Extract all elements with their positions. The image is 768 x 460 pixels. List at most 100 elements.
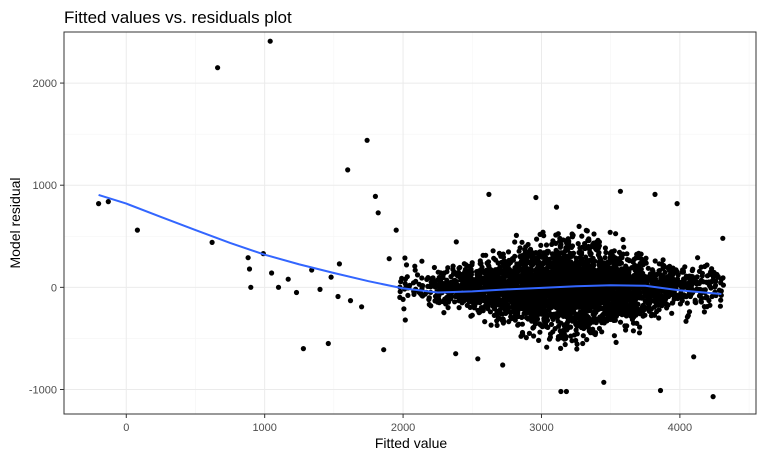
data-point [530, 280, 536, 286]
data-point [636, 251, 642, 257]
data-point [512, 239, 518, 245]
data-point [502, 278, 508, 284]
data-point [576, 223, 582, 229]
data-point [441, 310, 447, 316]
data-point [484, 294, 490, 300]
data-point [412, 263, 418, 269]
data-point [448, 279, 454, 285]
data-point [699, 273, 705, 279]
data-point [450, 266, 456, 273]
data-point [480, 294, 486, 300]
data-point [599, 259, 605, 265]
data-point [687, 293, 694, 300]
data-point [538, 242, 544, 248]
data-point [573, 337, 579, 344]
data-point [643, 292, 649, 298]
data-point [609, 289, 615, 295]
data-point [335, 293, 341, 300]
data-point [267, 38, 273, 44]
data-point [634, 320, 640, 326]
data-point [707, 283, 713, 289]
data-point [622, 292, 629, 298]
data-point [513, 291, 519, 297]
data-point [402, 276, 408, 282]
data-point [502, 306, 508, 312]
data-point [686, 273, 692, 279]
data-point [522, 247, 528, 253]
data-point [515, 322, 521, 328]
data-point [517, 278, 524, 284]
data-point [500, 362, 506, 368]
data-point [325, 340, 331, 347]
y-axis-ticks: -1000 0 1000 2000 [29, 78, 64, 396]
data-point [402, 317, 408, 323]
data-point [620, 236, 626, 243]
data-point [536, 250, 542, 256]
data-point [584, 228, 590, 234]
data-point [483, 252, 489, 258]
data-point [562, 341, 568, 348]
scatter-points [96, 38, 727, 400]
data-point [410, 280, 417, 286]
data-point [616, 256, 622, 262]
data-point [564, 254, 570, 261]
data-point [411, 291, 417, 297]
data-point [710, 394, 716, 400]
data-point [564, 277, 571, 284]
data-point [651, 304, 657, 310]
data-point [544, 344, 550, 350]
data-point [545, 264, 551, 270]
data-point [471, 298, 477, 305]
data-point [493, 274, 499, 281]
data-point [669, 310, 675, 316]
data-point [545, 324, 551, 330]
data-point [556, 307, 562, 313]
data-point [616, 249, 623, 255]
data-point [347, 298, 354, 304]
data-point [498, 269, 504, 275]
data-point [576, 295, 582, 301]
data-point [565, 319, 571, 325]
data-point [591, 303, 597, 309]
data-point [585, 273, 591, 279]
data-point [478, 260, 484, 267]
data-point [487, 266, 493, 272]
data-point [516, 248, 522, 254]
data-point [519, 314, 525, 320]
data-point [561, 298, 567, 305]
data-point [445, 265, 451, 271]
data-point [610, 297, 616, 303]
data-point [617, 319, 624, 325]
data-point [580, 306, 586, 312]
data-point [568, 293, 574, 299]
data-point [519, 330, 526, 336]
data-point [709, 293, 715, 300]
data-point [445, 285, 451, 291]
data-point [718, 297, 724, 303]
data-point [694, 274, 700, 280]
data-point [600, 290, 606, 296]
data-point [619, 312, 625, 318]
data-point [572, 302, 579, 308]
data-point [558, 255, 564, 261]
data-point [616, 300, 622, 306]
data-point [662, 269, 668, 275]
data-point [579, 249, 585, 256]
data-point [420, 283, 426, 289]
data-point [647, 297, 653, 303]
data-point [513, 279, 519, 285]
data-point [599, 313, 605, 319]
data-point [716, 287, 722, 293]
data-point [209, 239, 215, 245]
data-point [564, 247, 570, 253]
data-point [540, 229, 546, 235]
data-point [482, 319, 488, 325]
data-point [543, 257, 549, 263]
data-point [431, 264, 437, 271]
x-tick-label: 1000 [252, 422, 276, 434]
x-tick-label: 4000 [668, 422, 692, 434]
data-point [660, 257, 666, 263]
data-point [509, 315, 515, 322]
data-point [586, 316, 592, 322]
data-point [500, 251, 506, 257]
